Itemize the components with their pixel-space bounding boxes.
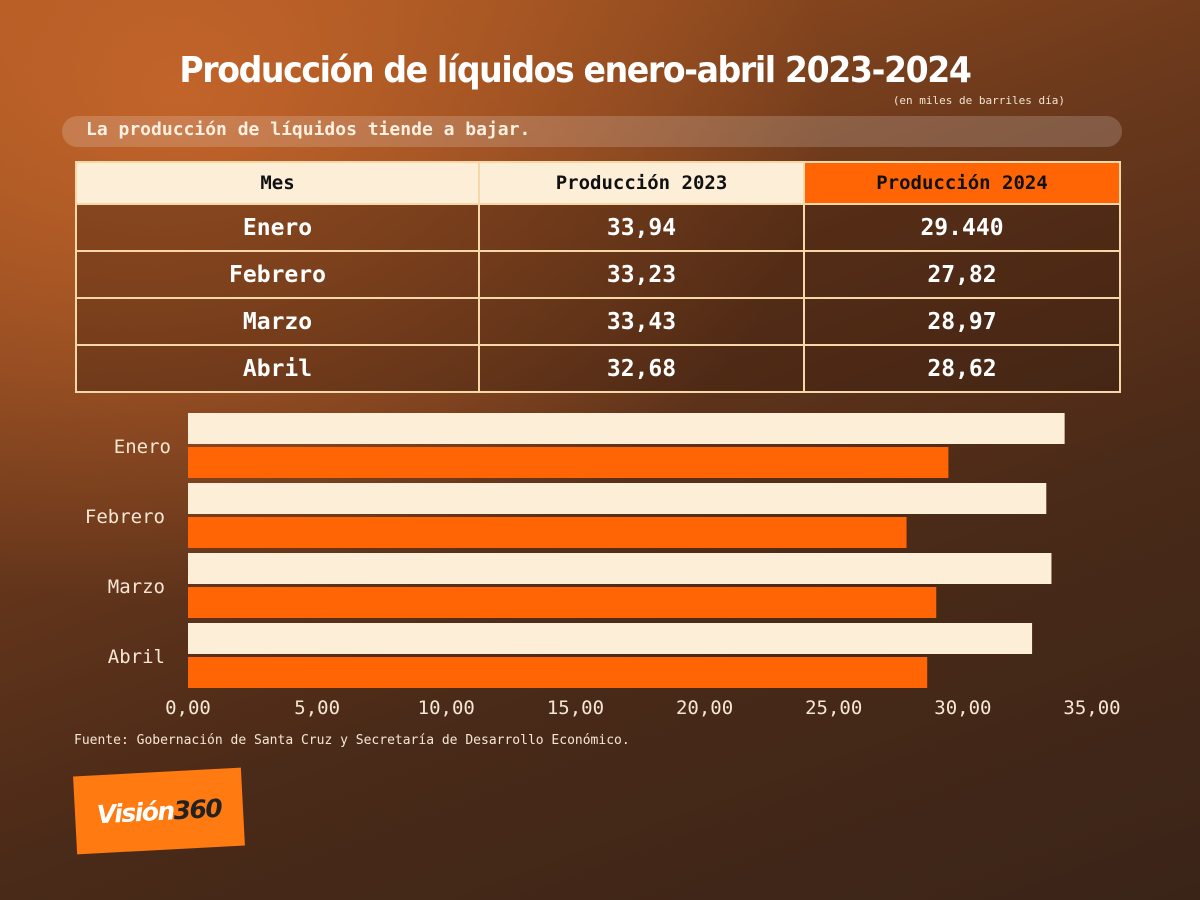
bar-febrero-2023 <box>188 483 1047 514</box>
bar-abril-2024 <box>188 657 928 688</box>
category-label: Marzo <box>108 576 165 598</box>
x-tick-label: 5,00 <box>294 697 340 719</box>
x-tick-label: 0,00 <box>165 697 211 719</box>
x-tick-label: 30,00 <box>934 697 991 719</box>
table-row: Marzo 33,43 28,97 <box>75 297 1121 346</box>
cell-2023: 33,94 <box>478 203 805 252</box>
cell-month: Febrero <box>75 250 480 299</box>
bar-marzo-2024 <box>188 587 937 618</box>
cell-2024: 28,62 <box>803 344 1121 393</box>
cell-2023: 32,68 <box>478 344 805 393</box>
chart-title: Producción de líquidos enero-abril 2023-… <box>179 50 972 91</box>
table-row: Febrero 33,23 27,82 <box>75 250 1121 299</box>
x-tick-label: 10,00 <box>418 697 475 719</box>
cell-month: Abril <box>75 344 480 393</box>
cell-2023: 33,23 <box>478 250 805 299</box>
cell-month: Enero <box>75 203 480 252</box>
cell-2024: 28,97 <box>803 297 1121 346</box>
logo-text-360: 360 <box>172 793 222 825</box>
header-month: Mes <box>75 161 480 205</box>
data-table: Mes Producción 2023 Producción 2024 Ener… <box>75 161 1121 393</box>
x-tick-label: 25,00 <box>805 697 862 719</box>
category-label: Enero <box>114 436 171 458</box>
bar-abril-2023 <box>188 623 1033 654</box>
cell-month: Marzo <box>75 297 480 346</box>
subtitle: La producción de líquidos tiende a bajar… <box>62 116 1122 147</box>
category-label: Febrero <box>85 506 165 528</box>
header-2024: Producción 2024 <box>803 161 1121 205</box>
x-tick-label: 20,00 <box>676 697 733 719</box>
category-label: Abril <box>108 646 165 668</box>
logo-text-vision: Visión <box>96 795 175 829</box>
bar-enero-2024 <box>188 447 949 478</box>
table-row: Enero 33,94 29.440 <box>75 203 1121 252</box>
units-note: (en miles de barriles día) <box>892 94 1065 107</box>
x-tick-label: 35,00 <box>1063 697 1120 719</box>
cell-2023: 33,43 <box>478 297 805 346</box>
bar-marzo-2023 <box>188 553 1052 584</box>
table-row: Abril 32,68 28,62 <box>75 344 1121 393</box>
header-2023: Producción 2023 <box>478 161 805 205</box>
source-note: Fuente: Gobernación de Santa Cruz y Secr… <box>74 733 630 748</box>
cell-2024: 29.440 <box>803 203 1121 252</box>
cell-2024: 27,82 <box>803 250 1121 299</box>
bar-febrero-2024 <box>188 517 907 548</box>
bar-enero-2023 <box>188 413 1065 444</box>
vision360-logo: Visión 360 <box>73 767 245 855</box>
x-tick-label: 15,00 <box>547 697 604 719</box>
